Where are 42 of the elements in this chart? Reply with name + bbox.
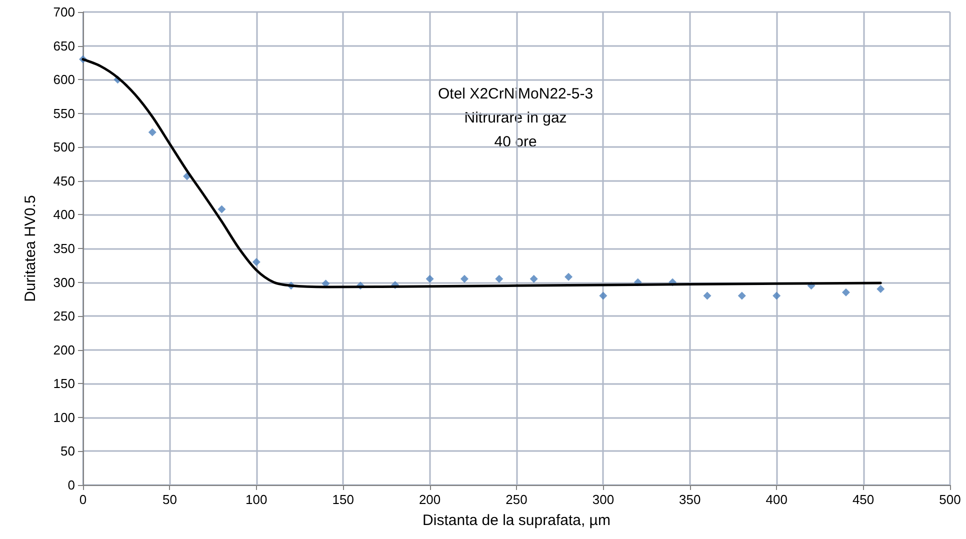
x-tick-label: 250 xyxy=(506,492,528,507)
point xyxy=(218,205,226,214)
y-tick-label: 100 xyxy=(53,410,75,425)
point xyxy=(530,274,538,283)
x-tick-label: 500 xyxy=(939,492,961,507)
point xyxy=(495,274,504,283)
x-tick-label: 0 xyxy=(79,492,87,507)
x-axis-title: Distanta de la suprafata, µm xyxy=(422,512,610,529)
y-tick-label: 300 xyxy=(53,274,75,290)
x-tick-label: 450 xyxy=(852,492,874,507)
y-tick-label: 600 xyxy=(53,72,75,88)
point xyxy=(703,292,712,300)
y-tick-label: 500 xyxy=(53,140,75,155)
x-tick-label: 200 xyxy=(418,492,441,507)
x-tick-label: 50 xyxy=(162,492,177,507)
y-tick-label: 250 xyxy=(53,308,75,324)
y-axis-title: Duritatea HV0.5 xyxy=(22,195,39,302)
x-tick-label: 150 xyxy=(332,492,354,507)
x-tick-label: 350 xyxy=(679,492,701,507)
y-tick-label: 650 xyxy=(53,38,75,54)
y-tick-label: 550 xyxy=(53,106,75,121)
x-tick-label: 400 xyxy=(766,492,788,507)
y-tick-label: 450 xyxy=(53,173,75,188)
point xyxy=(876,285,885,294)
point xyxy=(252,258,260,266)
y-tick-label: 200 xyxy=(53,342,75,358)
y-tick-label: 350 xyxy=(53,241,75,256)
point xyxy=(148,128,156,136)
point xyxy=(738,292,746,300)
y-tick-label: 700 xyxy=(53,4,75,20)
y-tick-label: 0 xyxy=(68,478,75,492)
point xyxy=(842,288,850,296)
point xyxy=(564,272,573,281)
y-tick-label: 50 xyxy=(60,444,75,459)
x-tick-label: 100 xyxy=(246,492,268,507)
point xyxy=(599,292,608,300)
point xyxy=(460,274,468,283)
y-tick-label: 400 xyxy=(53,207,75,222)
point xyxy=(772,292,781,300)
x-tick-label: 300 xyxy=(592,492,614,507)
y-tick-label: 150 xyxy=(53,376,75,392)
point xyxy=(426,274,434,283)
